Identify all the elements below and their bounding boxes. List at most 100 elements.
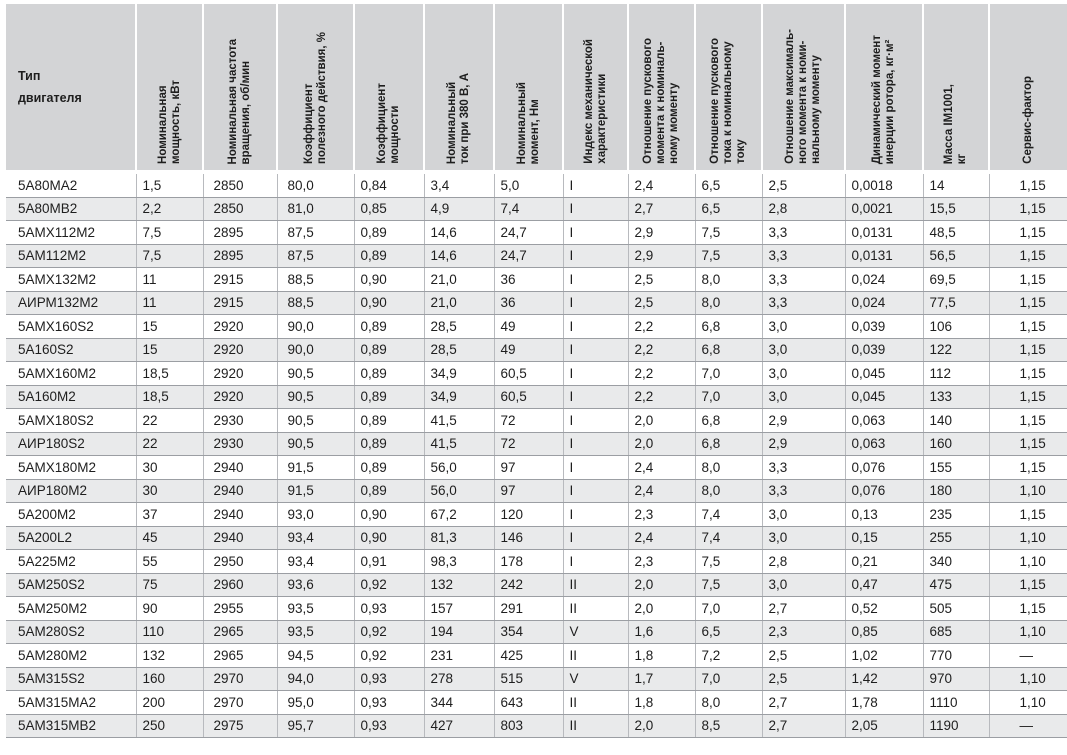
cell-start-torque-ratio: 1,8 (628, 643, 696, 668)
cell-power: 15 (136, 314, 204, 339)
cell-max-torque-ratio: 2,8 (762, 197, 846, 221)
cell-start-current-ratio: 8,0 (695, 455, 763, 480)
cell-speed: 2930 (203, 432, 278, 456)
cell-inertia: 0,21 (845, 549, 924, 574)
cell-max-torque-ratio: 3,0 (762, 314, 846, 339)
cell-speed: 2960 (203, 573, 278, 597)
cell-current: 427 (424, 714, 495, 738)
cell-inertia: 0,024 (845, 267, 924, 292)
cell-mech-index: I (563, 338, 629, 362)
cell-mass: 112 (923, 361, 990, 386)
cell-current: 194 (424, 620, 495, 644)
motor-spec-table: Тип двигателя Номинальная мощность, кВт Но… (6, 4, 1067, 738)
cell-service-factor: — (989, 643, 1067, 668)
table-row: 5А160S2 15 2920 90,0 0,89 28,5 49 I 2,2 6,8 3,0 0,0… (6, 338, 1067, 362)
cell-mech-index: I (563, 526, 629, 550)
cell-max-torque-ratio: 3,3 (762, 479, 846, 503)
cell-torque: 36 (494, 267, 564, 292)
cell-mass: 685 (923, 620, 990, 644)
cell-current: 28,5 (424, 314, 495, 339)
cell-power-factor: 0,92 (354, 620, 425, 644)
cell-mech-index: I (563, 455, 629, 480)
cell-power: 11 (136, 267, 204, 292)
table-row: 5А160М2 18,5 2920 90,5 0,89 34,9 60,5 I 2,2 7,0 3,… (6, 385, 1067, 409)
cell-torque: 49 (494, 338, 564, 362)
cell-type: 5А225М2 (6, 549, 137, 574)
cell-current: 157 (424, 596, 495, 621)
cell-inertia: 2,05 (845, 714, 924, 738)
cell-start-current-ratio: 8,0 (695, 690, 763, 715)
cell-mech-index: I (563, 314, 629, 339)
cell-service-factor: 1,15 (989, 267, 1067, 292)
cell-service-factor: 1,10 (989, 667, 1067, 691)
cell-efficiency: 93,5 (277, 596, 355, 621)
cell-service-factor: 1,15 (989, 314, 1067, 339)
cell-speed: 2955 (203, 596, 278, 621)
cell-torque: 97 (494, 479, 564, 503)
cell-inertia: 0,0131 (845, 220, 924, 245)
cell-efficiency: 93,4 (277, 549, 355, 574)
cell-current: 41,5 (424, 432, 495, 456)
col-header-start-current-ratio-label: Отношение пускового тока к номинальному … (709, 38, 747, 164)
cell-mech-index: V (563, 620, 629, 644)
cell-start-torque-ratio: 2,5 (628, 267, 696, 292)
cell-mech-index: I (563, 385, 629, 409)
cell-service-factor: 1,10 (989, 549, 1067, 574)
cell-power: 22 (136, 408, 204, 433)
cell-start-torque-ratio: 2,2 (628, 314, 696, 339)
cell-mass: 180 (923, 479, 990, 503)
cell-start-current-ratio: 7,5 (695, 573, 763, 597)
cell-start-torque-ratio: 2,0 (628, 432, 696, 456)
cell-type: 5АМ315МА2 (6, 690, 137, 715)
cell-service-factor: 1,15 (989, 291, 1067, 315)
col-header-inertia: Динамический момент инерции ротора, кг·м… (845, 4, 924, 174)
cell-max-torque-ratio: 3,0 (762, 573, 846, 597)
cell-speed: 2975 (203, 714, 278, 738)
cell-torque: 24,7 (494, 220, 564, 245)
cell-service-factor: 1,15 (989, 338, 1067, 362)
cell-current: 14,6 (424, 220, 495, 245)
cell-start-torque-ratio: 2,0 (628, 573, 696, 597)
col-header-mass: Масса IM1001, кг (923, 4, 990, 174)
cell-start-torque-ratio: 1,8 (628, 690, 696, 715)
cell-service-factor: 1,15 (989, 502, 1067, 527)
table-row: АИРМ132М2 11 2915 88,5 0,90 21,0 36 I 2,5 8,0 3,3 0… (6, 291, 1067, 315)
cell-service-factor: 1,10 (989, 526, 1067, 550)
col-header-efficiency-label: Коэффициент полезного действия, % (302, 31, 328, 164)
cell-start-torque-ratio: 2,3 (628, 502, 696, 527)
cell-inertia: 0,076 (845, 479, 924, 503)
col-header-start-current-ratio: Отношение пускового тока к номинальному … (695, 4, 763, 174)
cell-efficiency: 91,5 (277, 455, 355, 480)
col-header-torque: Номинальный момент, Нм (494, 4, 564, 174)
cell-mass: 1190 (923, 714, 990, 738)
cell-current: 231 (424, 643, 495, 668)
cell-torque: 803 (494, 714, 564, 738)
cell-mass: 970 (923, 667, 990, 691)
table-row: 5АМХ180М2 30 2940 91,5 0,89 56,0 97 I 2,4 8,0 3,3 0… (6, 455, 1067, 480)
cell-start-current-ratio: 7,4 (695, 502, 763, 527)
cell-max-torque-ratio: 3,0 (762, 385, 846, 409)
cell-start-torque-ratio: 1,6 (628, 620, 696, 644)
cell-max-torque-ratio: 2,7 (762, 596, 846, 621)
table-row: 5АМ250М2 90 2955 93,5 0,93 157 291 II 2,0 7,0 2,7 0… (6, 596, 1067, 621)
table-body: 5А80МА2 1,5 2850 80,0 0,84 3,4 5,0 I 2,4 6,5 2,5 0,… (6, 172, 1067, 738)
cell-speed: 2850 (203, 197, 278, 221)
cell-max-torque-ratio: 3,0 (762, 361, 846, 386)
cell-inertia: 0,039 (845, 338, 924, 362)
cell-torque: 72 (494, 432, 564, 456)
cell-inertia: 0,063 (845, 408, 924, 433)
cell-power: 30 (136, 455, 204, 480)
cell-type: 5А200L2 (6, 526, 137, 550)
col-header-inertia-label: Динамический момент инерции ротора, кг·м… (871, 34, 896, 164)
cell-mass: 340 (923, 549, 990, 574)
cell-service-factor: 1,10 (989, 479, 1067, 503)
cell-inertia: 0,13 (845, 502, 924, 527)
cell-speed: 2895 (203, 244, 278, 268)
cell-type: 5А80МА2 (6, 172, 137, 198)
cell-mass: 48,5 (923, 220, 990, 245)
cell-power-factor: 0,89 (354, 432, 425, 456)
table-row: 5АМ280S2 110 2965 93,5 0,92 194 354 V 1,6 6,5 2,3 0… (6, 620, 1067, 644)
cell-current: 132 (424, 573, 495, 597)
cell-mass: 106 (923, 314, 990, 339)
table-row: 5А225М2 55 2950 93,4 0,91 98,3 178 I 2,3 7,5 2,8 0,… (6, 549, 1067, 574)
